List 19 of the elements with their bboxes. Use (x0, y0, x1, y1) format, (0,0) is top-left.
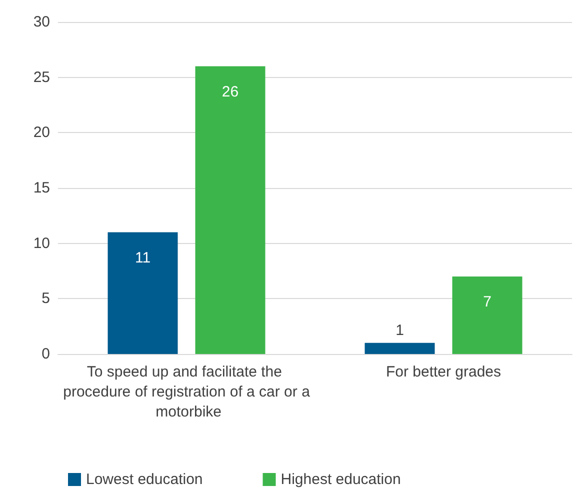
y-tick-label: 15 (33, 180, 50, 196)
bar (452, 276, 522, 354)
bar (195, 66, 266, 354)
y-tick-label: 10 (33, 234, 50, 252)
legend-label: Lowest education (86, 471, 203, 488)
y-tick-label: 0 (42, 346, 50, 362)
y-tick-label: 20 (33, 124, 50, 142)
x-tick-label: To speed up and facilitate the procedure of registration of a car or a motorbike (63, 364, 311, 420)
data-label: 1 (396, 322, 404, 339)
y-tick-label: 30 (33, 14, 50, 30)
legend-label: Highest education (280, 471, 401, 488)
x-tick-label: For better grades (386, 364, 502, 380)
data-label: 7 (483, 294, 492, 311)
y-tick-label: 5 (42, 290, 50, 308)
bar (108, 232, 178, 354)
data-label: 26 (222, 83, 239, 100)
y-tick-label: 25 (33, 68, 50, 86)
data-label: 11 (134, 249, 151, 266)
bar (364, 342, 435, 354)
